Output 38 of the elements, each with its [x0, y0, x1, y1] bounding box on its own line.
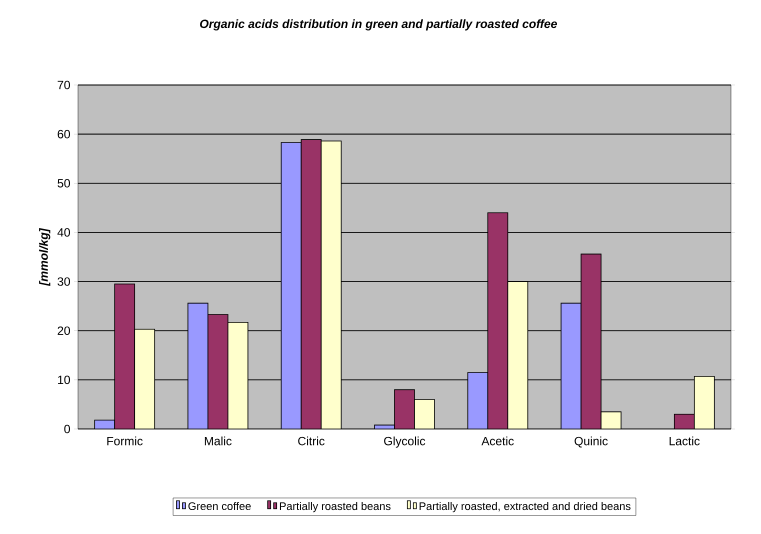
y-tick-label: 70: [58, 80, 70, 90]
bar: [394, 389, 415, 429]
y-tick-label: 10: [58, 376, 70, 384]
y-tick-label: 20: [58, 326, 70, 335]
bar: [300, 139, 322, 429]
bar: [228, 322, 248, 429]
bar: [320, 140, 342, 429]
x-tick-label: Quinic: [574, 436, 608, 448]
bar: [507, 281, 528, 429]
y-axis-title: [mmol/kg]: [39, 228, 50, 286]
x-tick-label: Malic: [204, 436, 232, 446]
bar: [674, 414, 695, 429]
bar: [414, 399, 435, 429]
y-tick-label: 40: [57, 228, 70, 237]
bar: [467, 372, 488, 429]
y-tick-label: 60: [58, 130, 70, 138]
bar: [560, 302, 582, 429]
x-tick-label: Acetic: [481, 436, 514, 446]
bar: [208, 314, 228, 429]
legend-label: Partially roasted, extracted and dried beans: [420, 502, 630, 512]
bar: [188, 302, 208, 429]
legend-label: Partially roasted beans: [280, 502, 391, 512]
x-tick-label: Citric: [298, 436, 325, 446]
y-tick-label: 0: [64, 424, 70, 434]
bar: [487, 212, 508, 429]
chart-title: Organic acids distribution in green and partially roasted coffee: [200, 19, 557, 30]
bar: [580, 254, 602, 429]
x-tick-label: Formic: [107, 436, 143, 446]
bar: [134, 329, 155, 429]
bar: [114, 284, 135, 429]
x-tick-label: Lactic: [670, 436, 700, 446]
legend-label: Green coffee: [188, 502, 251, 510]
bar: [600, 411, 622, 429]
y-tick-label: 30: [58, 277, 70, 286]
y-tick-label: 50: [58, 179, 70, 188]
x-tick-label: Glycolic: [384, 436, 426, 448]
bar: [694, 376, 715, 429]
bar: [280, 142, 302, 429]
